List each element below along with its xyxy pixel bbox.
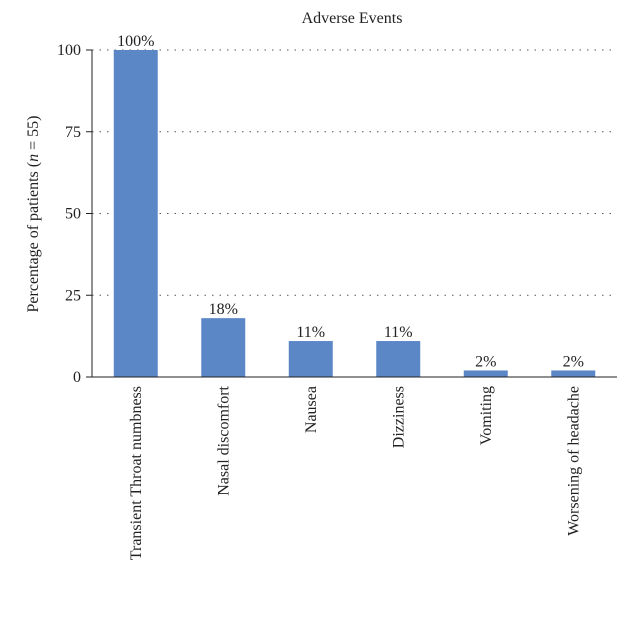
data-label: 11%	[296, 324, 325, 341]
data-label: 18%	[209, 301, 238, 318]
gridlines	[92, 49, 617, 296]
bar	[376, 341, 421, 377]
category-labels: Transient Throat numbness Nasal discomfor…	[128, 385, 583, 560]
y-tick-label: 50	[65, 206, 81, 223]
y-tick-label: 75	[65, 124, 81, 141]
bar	[551, 370, 596, 377]
y-axis-label-part: Percentage of patients (	[25, 162, 42, 313]
y-tick-label: 100	[57, 42, 81, 59]
data-label: 11%	[384, 324, 413, 341]
y-axis-label-italic: n	[25, 154, 42, 162]
bar	[201, 318, 246, 377]
y-tick-label: 25	[65, 287, 81, 304]
category-label: Nausea	[303, 386, 320, 433]
bar	[463, 370, 508, 377]
category-label: Dizziness	[390, 386, 407, 448]
data-labels: 100% 18% 11% 11% 2% 2%	[117, 33, 584, 370]
data-label: 2%	[563, 353, 584, 370]
category-label: Worsening of headache	[565, 386, 582, 536]
chart-title: Adverse Events	[302, 10, 403, 27]
data-label: 2%	[475, 353, 496, 370]
category-label: Nasal discomfort	[215, 385, 232, 495]
data-label: 100%	[117, 33, 154, 50]
y-tick-label: 0	[73, 369, 81, 386]
y-ticks: 0 25 50 75 100	[57, 42, 92, 386]
category-label: Transient Throat numbness	[128, 386, 145, 560]
y-axis-label-part: = 55)	[25, 116, 42, 154]
y-axis-label: Percentage of patients (n = 55)	[25, 116, 42, 313]
bar	[113, 50, 158, 377]
bar	[288, 341, 333, 377]
category-label: Vomiting	[478, 386, 495, 445]
bars	[113, 50, 596, 377]
